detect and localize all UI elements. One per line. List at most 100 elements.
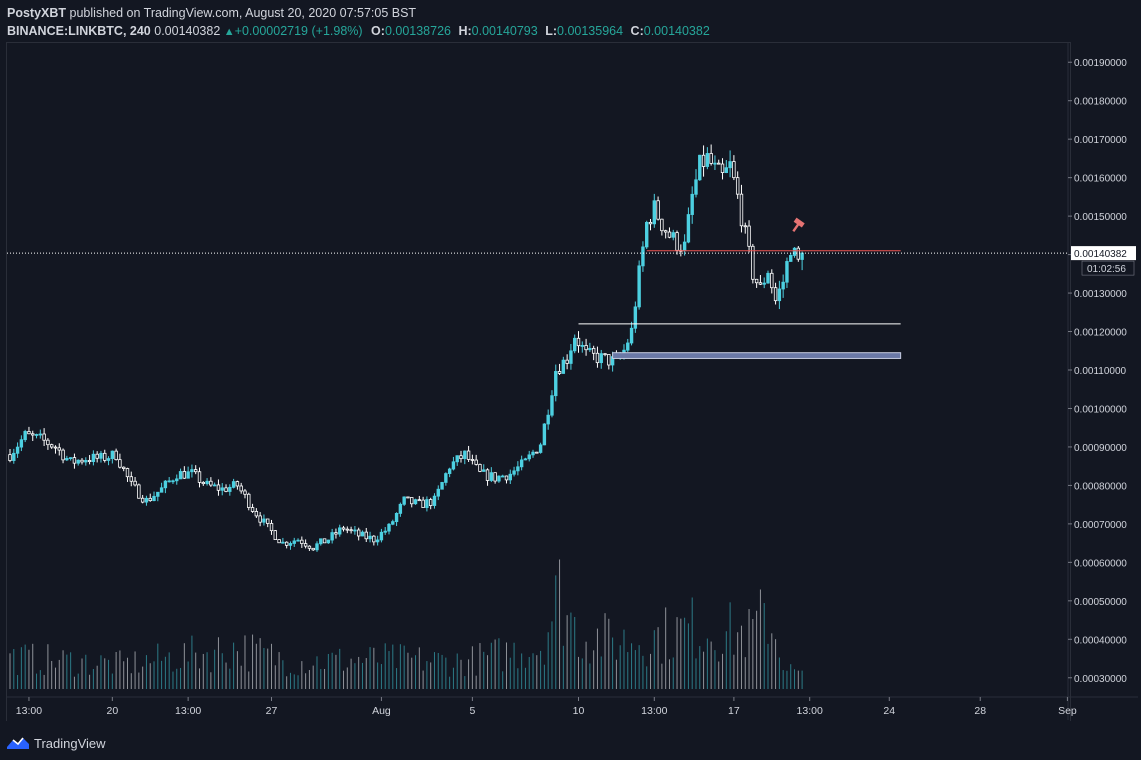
candle-body: [148, 497, 152, 502]
volume-bar: [214, 649, 216, 689]
volume-bar: [737, 632, 739, 689]
candle: [152, 491, 156, 502]
volume-bar: [623, 629, 625, 689]
candle: [603, 353, 607, 357]
candle: [99, 450, 103, 463]
volume-bar: [585, 641, 587, 689]
candle-body: [531, 451, 535, 456]
volume-bar: [513, 642, 515, 689]
countdown-text: 01:02:56: [1087, 264, 1126, 275]
volume-bar: [725, 631, 727, 689]
x-tick-label: Sep: [1058, 705, 1077, 717]
volume-bar: [111, 673, 113, 689]
candle: [137, 483, 141, 499]
volume-bar: [47, 644, 49, 689]
tradingview-brand[interactable]: TradingView: [34, 735, 106, 751]
candle-body: [652, 200, 656, 225]
publish-line: PostyXBT published on TradingView.com, A…: [7, 4, 1137, 22]
candle: [800, 251, 804, 271]
candle: [178, 468, 183, 480]
volume-bar: [180, 667, 182, 689]
volume-bar: [452, 667, 454, 689]
candle: [428, 497, 433, 510]
candle-body: [12, 452, 16, 461]
x-tick-label: 20: [106, 705, 118, 717]
candle: [338, 524, 342, 537]
candle: [315, 541, 319, 552]
volume-bar: [771, 633, 773, 689]
volume-bar: [145, 655, 147, 689]
candle-body: [588, 347, 592, 351]
volume-bar: [89, 674, 91, 689]
candle: [266, 518, 270, 528]
candle: [607, 354, 611, 370]
y-tick-label: 0.00180000: [1074, 97, 1127, 108]
volume-bar: [411, 657, 413, 689]
volume-bar: [176, 668, 178, 689]
candle: [599, 349, 603, 369]
volume-bar: [710, 641, 712, 689]
candle: [754, 278, 759, 288]
volume-bar: [327, 653, 329, 689]
chart-header: PostyXBT published on TradingView.com, A…: [7, 4, 1137, 41]
volume-bar: [324, 668, 326, 689]
candle: [167, 477, 171, 483]
volume-bar: [456, 653, 458, 689]
candle-body: [648, 221, 653, 225]
volume-bar: [225, 662, 227, 689]
candle: [311, 547, 315, 551]
candle: [743, 222, 747, 234]
volume-bar: [642, 655, 644, 689]
candle-body: [330, 532, 334, 541]
volume-bar: [619, 645, 621, 689]
x-tick-label: 17: [728, 705, 740, 717]
volume-bar: [589, 663, 591, 689]
candle-body: [675, 232, 679, 251]
candle-body: [497, 475, 501, 482]
support-zone: [612, 352, 902, 359]
volume-bar: [126, 657, 128, 689]
volume-bar: [475, 675, 477, 689]
x-tick-label: 10: [573, 705, 585, 717]
candle-body: [368, 535, 372, 540]
volume-bar: [187, 661, 189, 689]
candle-body: [387, 523, 391, 532]
y-tick-label: 0.00170000: [1074, 135, 1127, 146]
volume-bar: [248, 671, 250, 689]
candle: [247, 492, 251, 511]
open-value: 0.00138726: [384, 24, 451, 38]
candle-body: [311, 547, 315, 551]
y-tick-label: 0.00150000: [1074, 212, 1127, 223]
candle-body: [728, 161, 732, 169]
candle-body: [288, 543, 293, 546]
candle: [387, 522, 391, 535]
volume-bar: [593, 650, 595, 689]
candle-body: [372, 535, 376, 543]
candle: [588, 342, 592, 352]
volume-bar: [13, 649, 15, 689]
y-axis: 0.00190000 0.00180000 0.00170000 0.00160000…: [1068, 58, 1127, 685]
candle-body: [599, 353, 603, 364]
volume-bar: [51, 660, 53, 689]
candle: [690, 186, 694, 224]
up-triangle-icon: ▲: [223, 26, 235, 38]
volume-bar: [331, 652, 333, 689]
candle: [148, 493, 152, 502]
price-chart[interactable]: 0.00190000 0.00180000 0.00170000 0.00160000…: [0, 0, 1141, 730]
candle: [406, 496, 410, 499]
candle-body: [773, 287, 778, 302]
volume-bar: [661, 663, 663, 689]
candle-body: [273, 530, 277, 541]
candle-body: [284, 541, 289, 546]
candle: [186, 466, 190, 479]
tradingview-logo-icon[interactable]: [6, 735, 30, 751]
candle: [500, 474, 505, 478]
candle-body: [474, 459, 478, 465]
volume-bar: [164, 656, 166, 689]
candle: [68, 457, 73, 461]
volume-bar: [229, 668, 231, 689]
publisher-name[interactable]: PostyXBT: [7, 6, 67, 20]
candle: [103, 449, 107, 463]
candle-body: [485, 469, 490, 481]
candle: [554, 364, 558, 402]
